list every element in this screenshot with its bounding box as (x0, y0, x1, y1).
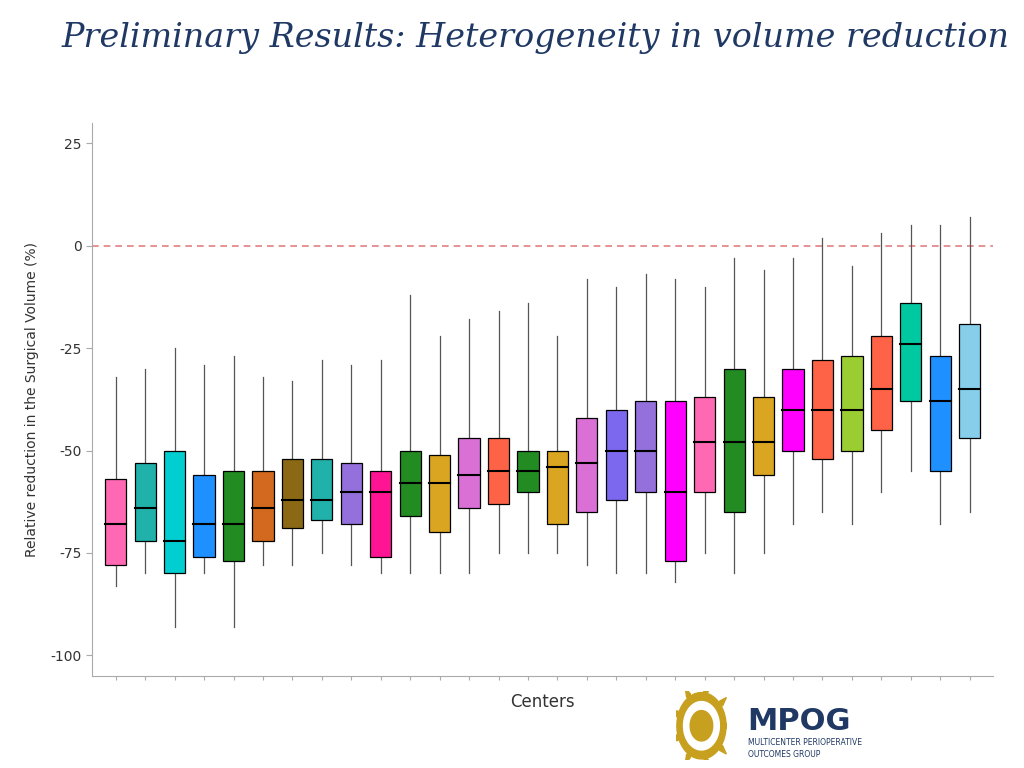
Polygon shape (690, 710, 713, 741)
Bar (842, 356, 862, 451)
Bar (900, 303, 922, 402)
Bar (399, 451, 421, 516)
Polygon shape (677, 693, 726, 759)
Bar (577, 418, 597, 512)
Bar (724, 369, 744, 512)
FancyArrow shape (685, 750, 692, 763)
Text: Preliminary Results: Heterogeneity in volume reduction: Preliminary Results: Heterogeneity in vo… (61, 22, 1010, 54)
FancyArrow shape (717, 743, 726, 754)
X-axis label: Centers: Centers (510, 694, 575, 711)
Bar (517, 451, 539, 492)
FancyArrow shape (671, 733, 682, 741)
FancyArrow shape (703, 683, 709, 697)
Bar (665, 402, 686, 561)
Text: MULTICENTER PERIOPERATIVE
OUTCOMES GROUP: MULTICENTER PERIOPERATIVE OUTCOMES GROUP (748, 738, 861, 760)
Bar (547, 451, 568, 525)
Bar (870, 336, 892, 430)
Bar (753, 397, 774, 475)
Bar (782, 369, 804, 451)
Bar (194, 475, 215, 557)
FancyArrow shape (671, 710, 682, 718)
Bar (812, 360, 834, 458)
Bar (694, 397, 716, 492)
Bar (959, 323, 980, 439)
Bar (459, 439, 479, 508)
Bar (311, 458, 333, 520)
Bar (370, 471, 391, 557)
FancyArrow shape (703, 754, 709, 768)
Text: MPOG: MPOG (748, 707, 851, 737)
Bar (164, 451, 185, 574)
Y-axis label: Relative reduction in the Surgical Volume (%): Relative reduction in the Surgical Volum… (26, 242, 39, 557)
Bar (105, 479, 126, 565)
Bar (635, 402, 656, 492)
FancyArrow shape (723, 723, 734, 729)
Polygon shape (684, 702, 720, 750)
Bar (252, 471, 273, 541)
Bar (606, 409, 627, 500)
FancyArrow shape (717, 697, 726, 709)
Bar (134, 463, 156, 541)
Bar (341, 463, 361, 525)
FancyArrow shape (685, 688, 692, 702)
Bar (223, 471, 244, 561)
Bar (488, 439, 509, 504)
Bar (282, 458, 303, 528)
Bar (429, 455, 451, 532)
Bar (930, 356, 951, 471)
